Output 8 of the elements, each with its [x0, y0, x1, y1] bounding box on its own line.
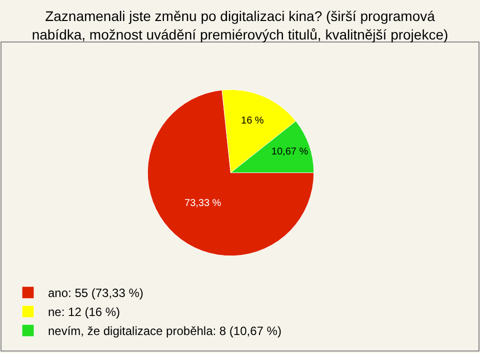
data-label: 16 %: [241, 116, 264, 126]
legend-label: nevím, že digitalizace proběhla: 8 (10,67 %): [48, 324, 282, 338]
legend-label: ano: 55 (73,33 %): [48, 286, 144, 300]
chart-title: Zaznamenali jste změnu po digitalizaci kina? (širší programová nabídka, možnost uvádění premiérových titulů, kvalitnější projekce): [32, 8, 448, 42]
data-label: 10,67 %: [271, 146, 308, 158]
data-label: 73,33 %: [184, 198, 222, 210]
pie-slice: [147, 90, 314, 256]
legend-label: ne: 12 (16 %): [48, 305, 120, 320]
